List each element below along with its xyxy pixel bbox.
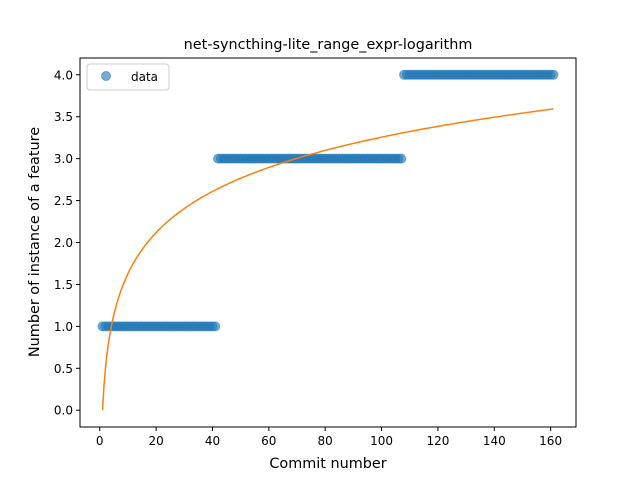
y-axis: 0.0 0.5 1.0 1.5 2.0 2.5 3.0 3.5 4.0	[54, 68, 80, 418]
y-tick-label: 2.5	[54, 194, 73, 208]
x-tick-label: 60	[261, 434, 276, 448]
y-tick-label: 0.0	[54, 404, 73, 418]
x-tick-label: 100	[370, 434, 393, 448]
legend: data	[86, 63, 170, 91]
y-axis-label: Number of instance of a feature	[27, 127, 43, 357]
x-tick-label: 140	[483, 434, 506, 448]
legend-label-data: data	[131, 70, 158, 84]
y-tick-label: 4.0	[54, 68, 73, 82]
x-axis: 0 20 40 60 80 100 120 140 160	[96, 427, 562, 448]
x-tick-label: 40	[205, 434, 220, 448]
x-tick-label: 20	[148, 434, 163, 448]
data-point	[396, 153, 407, 164]
y-tick-label: 1.0	[54, 320, 73, 334]
legend-box	[86, 63, 170, 91]
data-point	[548, 69, 559, 80]
legend-marker-data	[101, 71, 111, 81]
data-point	[210, 321, 221, 332]
y-tick-label: 0.5	[54, 362, 73, 376]
x-tick-label: 0	[96, 434, 104, 448]
fit-line	[101, 108, 554, 411]
x-tick-label: 120	[426, 434, 449, 448]
y-tick-label: 2.0	[54, 236, 73, 250]
chart-title: net-syncthing-lite_range_expr-logarithm	[184, 37, 473, 53]
x-tick-label: 160	[539, 434, 562, 448]
plot-frame	[79, 57, 577, 428]
plot-area	[97, 69, 559, 411]
y-tick-label: 1.5	[54, 278, 73, 292]
y-tick-label: 3.5	[54, 110, 73, 124]
x-axis-label: Commit number	[269, 456, 386, 472]
x-tick-label: 80	[318, 434, 333, 448]
y-tick-label: 3.0	[54, 152, 73, 166]
